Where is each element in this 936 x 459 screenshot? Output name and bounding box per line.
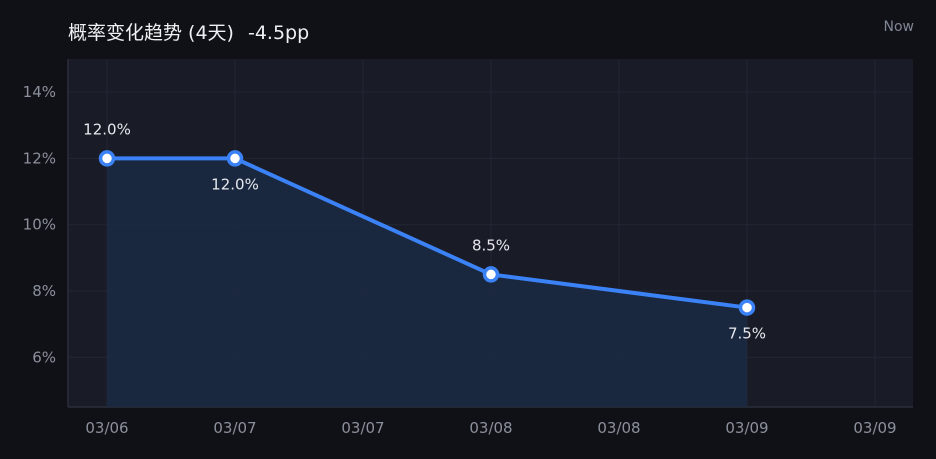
- chart-delta: -4.5pp: [247, 22, 310, 44]
- data-point: [482, 266, 500, 283]
- x-tick-label: 03/09: [853, 419, 896, 437]
- x-tick-label: 03/08: [469, 419, 512, 437]
- x-tick-label: 03/09: [725, 419, 768, 437]
- data-label: 12.0%: [211, 175, 259, 193]
- x-tick-label: 03/08: [597, 419, 640, 437]
- data-label: 8.5%: [472, 236, 510, 254]
- x-tick-label: 03/07: [213, 419, 256, 437]
- data-point: [738, 299, 756, 316]
- y-tick-label: 10%: [23, 216, 56, 234]
- y-tick-label: 6%: [32, 348, 56, 366]
- y-tick-label: 12%: [23, 149, 56, 167]
- data-label: 7.5%: [728, 325, 766, 343]
- data-point: [98, 150, 116, 167]
- series-line: [105, 156, 749, 310]
- x-tick-label: 03/07: [341, 419, 384, 437]
- series-area: [107, 158, 747, 407]
- chart-title-text: 概率变化趋势 (4天): [68, 22, 234, 44]
- chart-title: 概率变化趋势 (4天) -4.5pp: [68, 18, 309, 45]
- x-tick-label: 03/06: [85, 419, 128, 437]
- y-tick-label: 8%: [32, 282, 56, 300]
- time-label: Now: [883, 19, 915, 35]
- y-tick-label: 14%: [23, 83, 56, 101]
- data-point: [226, 150, 244, 167]
- data-label: 12.0%: [83, 120, 131, 138]
